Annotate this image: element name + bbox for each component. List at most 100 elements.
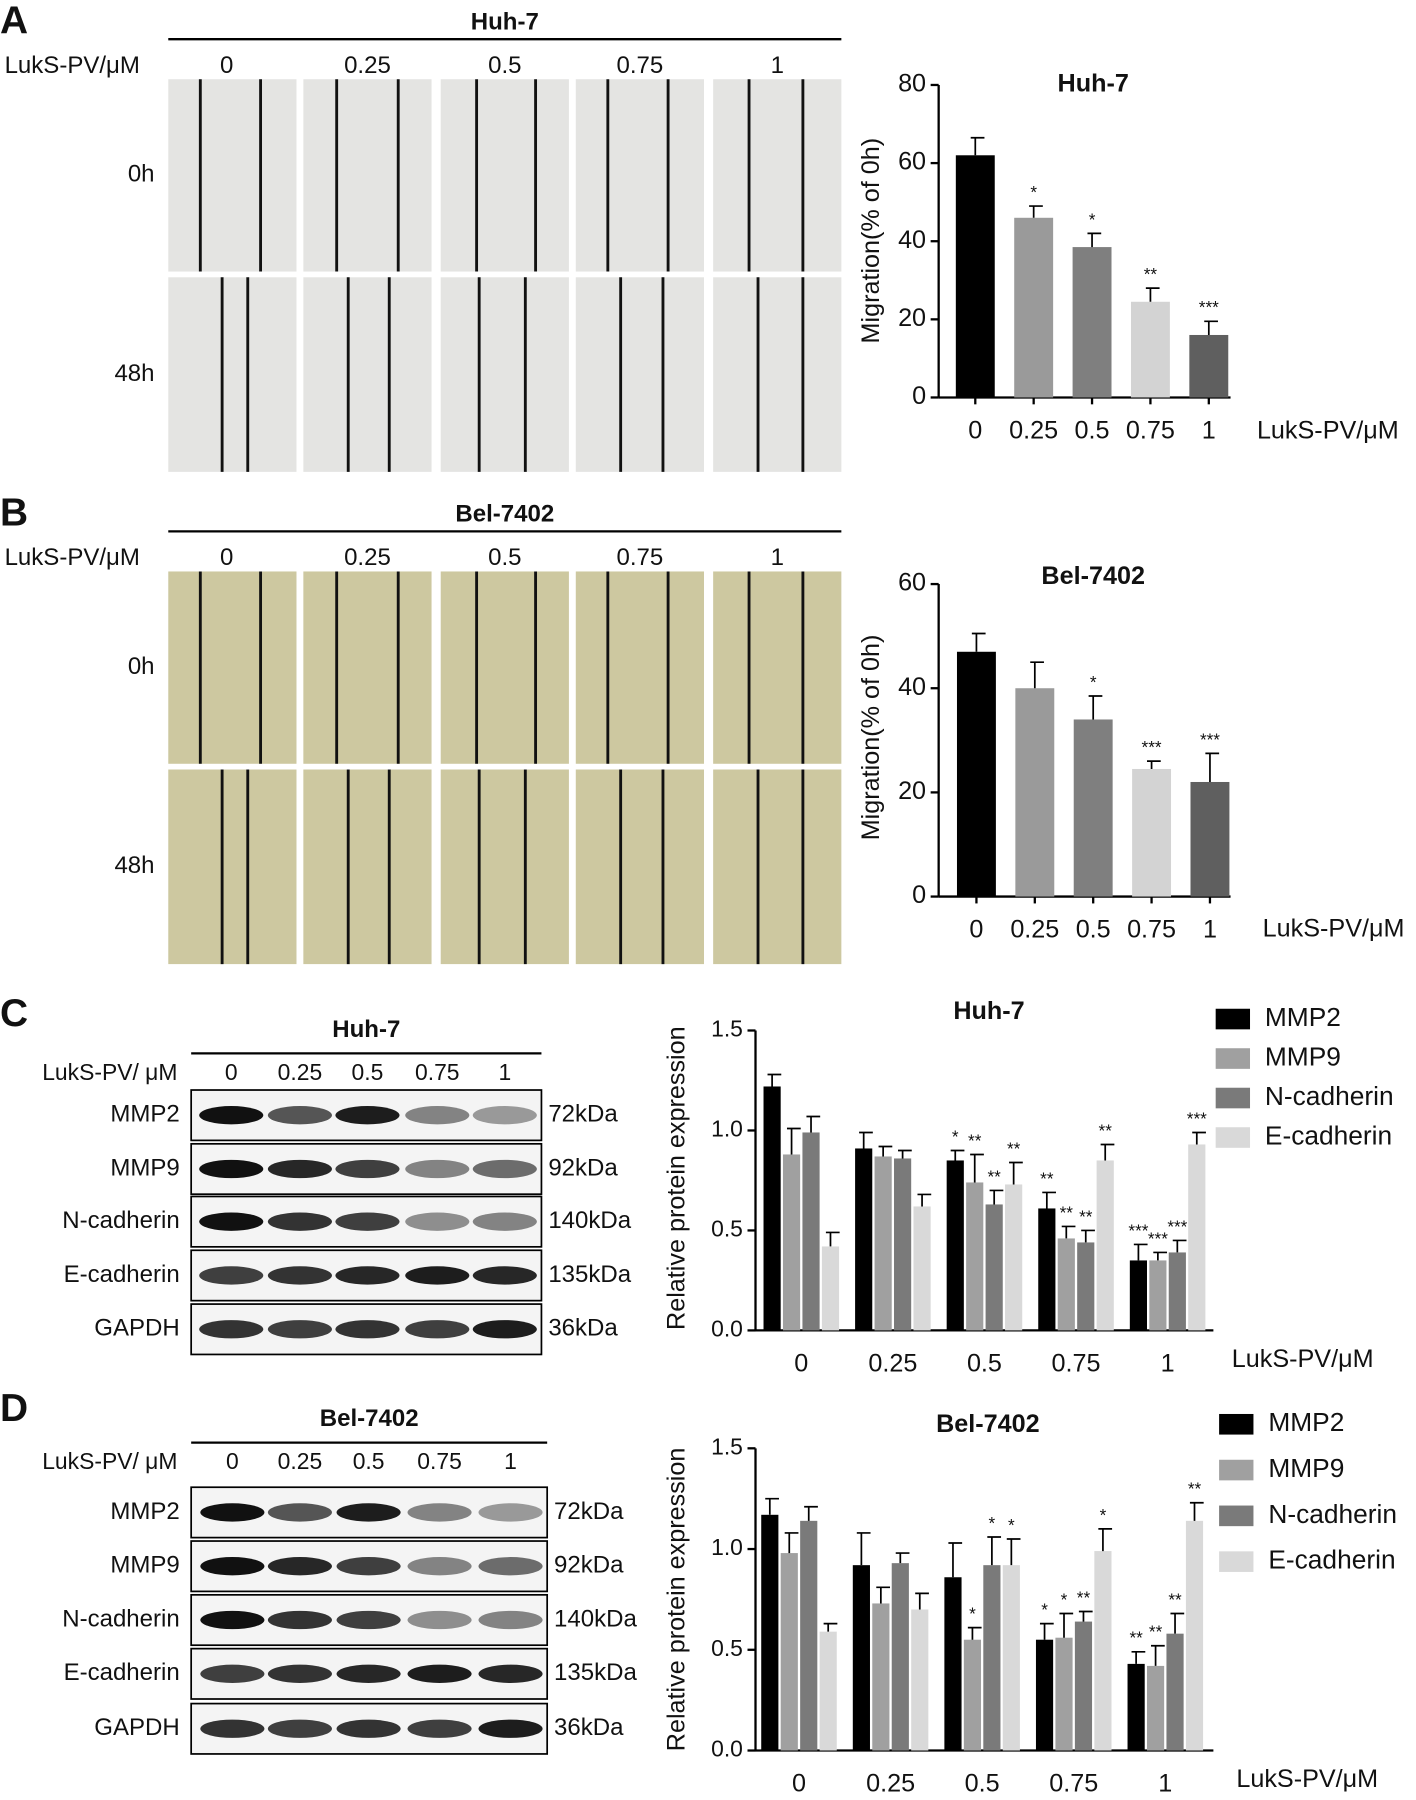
blot-band [267, 1610, 332, 1630]
dose-value: 0.25 [344, 52, 391, 79]
scratch-image [440, 769, 569, 965]
bar [802, 1132, 820, 1331]
bar [955, 155, 995, 398]
y-tick-label: 1.5 [711, 1433, 743, 1459]
dose-label: LukS-PV/ μM [42, 1059, 177, 1085]
error-bar [1088, 695, 1103, 720]
dose-value: 0.5 [488, 544, 521, 571]
significance-label: ** [1129, 1628, 1143, 1648]
y-axis-label: Relative protein expression [662, 1026, 690, 1330]
error-bar [970, 136, 985, 156]
y-tick-label: 60 [898, 569, 926, 597]
size-label: 72kDa [548, 1101, 618, 1128]
y-tick-label: 20 [898, 304, 926, 332]
blot-band [199, 1212, 264, 1231]
scratch-image [575, 571, 704, 764]
scratch-image [168, 571, 297, 764]
size-label: 135kDa [554, 1659, 637, 1686]
significance-label: ** [1188, 1479, 1202, 1499]
bar [1073, 719, 1113, 897]
legend-swatch [1215, 1127, 1251, 1148]
error-bar [1006, 1538, 1021, 1566]
x-tick-label: 0.5 [1075, 416, 1110, 444]
x-axis-label: LukS-PV/μM [1257, 416, 1399, 444]
x-tick-label: 0.5 [1076, 916, 1111, 944]
cell-line-label: Huh-7 [332, 1016, 400, 1043]
significance-label: * [1100, 1505, 1107, 1525]
y-axis-label: Migration(% of 0h) [857, 138, 885, 344]
blot-band [478, 1557, 543, 1576]
scratch-image [575, 277, 704, 472]
significance-label: * [989, 1513, 996, 1533]
protein-label: GAPDH [94, 1315, 179, 1342]
significance-label: * [1061, 1589, 1068, 1609]
bar [821, 1246, 840, 1331]
blot-band [405, 1159, 470, 1179]
dose-value: 0 [220, 52, 233, 79]
error-bar [1081, 1229, 1095, 1243]
blot-band [478, 1719, 543, 1738]
y-tick-label: 1.0 [711, 1116, 743, 1142]
error-bar [915, 1592, 929, 1610]
significance-label: ** [1040, 1168, 1054, 1188]
size-label: 140kDa [548, 1207, 631, 1234]
error-bar [1087, 232, 1102, 248]
bar [1129, 1260, 1147, 1331]
protein-label: E-cadherin [64, 1261, 180, 1288]
protein-label: MMP2 [110, 1498, 179, 1525]
blot-band [472, 1320, 537, 1339]
significance-label: * [1041, 1600, 1048, 1620]
bar [819, 1631, 837, 1751]
scratch-image [713, 277, 842, 472]
blot-band [267, 1266, 332, 1285]
blot-band [200, 1719, 265, 1738]
bar [1074, 1621, 1093, 1751]
significance-label: * [952, 1126, 959, 1146]
y-tick-label: 20 [898, 777, 926, 805]
dose-value: 1 [504, 1448, 517, 1474]
blot-band [267, 1557, 332, 1576]
error-bar [971, 632, 986, 652]
bar [1057, 1238, 1075, 1331]
significance-label: ** [1007, 1138, 1021, 1158]
error-bar [1133, 1243, 1148, 1261]
error-bar [1039, 1622, 1054, 1640]
blot-band [267, 1212, 332, 1231]
bar [1015, 688, 1055, 897]
bar [983, 1565, 1001, 1751]
blot-band [199, 1159, 264, 1179]
bar [985, 1204, 1003, 1331]
dose-value: 0 [225, 1059, 238, 1085]
scratch-image [168, 277, 297, 472]
error-bar [950, 1149, 965, 1161]
dose-value: 1 [771, 544, 784, 571]
bar [852, 1565, 870, 1751]
panel-letter: C [0, 992, 28, 1035]
bar [956, 651, 996, 897]
error-bar [1059, 1612, 1074, 1638]
y-tick-label: 40 [898, 226, 926, 254]
error-bar [1170, 1612, 1185, 1634]
legend-label: MMP9 [1268, 1453, 1344, 1483]
bar [1190, 781, 1230, 897]
bar [1185, 1520, 1204, 1751]
dose-value: 0.25 [278, 1448, 323, 1474]
dose-value: 0.5 [488, 52, 521, 79]
dose-value: 0.75 [617, 544, 664, 571]
x-tick-label: 0 [968, 416, 982, 444]
significance-label: ** [1060, 1202, 1074, 1222]
error-bar [970, 1153, 984, 1183]
blot-band [267, 1503, 332, 1522]
bar [911, 1609, 929, 1751]
error-bar [1131, 1650, 1146, 1664]
bar [761, 1514, 779, 1751]
error-bar [859, 1131, 873, 1149]
error-bar [786, 1127, 801, 1155]
y-tick-label: 0.5 [711, 1215, 743, 1241]
scratch-image [168, 769, 297, 965]
time-label: 0h [128, 653, 155, 680]
x-tick-label: 0.5 [967, 1349, 1002, 1377]
size-label: 36kDa [554, 1714, 624, 1741]
blot-band [199, 1320, 264, 1339]
x-tick-label: 0.75 [1126, 416, 1175, 444]
